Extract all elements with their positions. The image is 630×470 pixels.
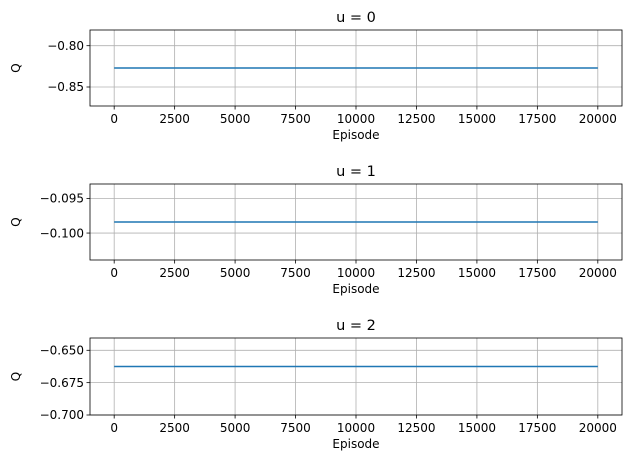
x-tick-label-5: 12500 — [397, 112, 435, 126]
y-tick-label-1: −0.675 — [40, 376, 84, 390]
y-tick-label-0: −0.85 — [47, 80, 84, 94]
x-axis-label: Episode — [332, 437, 379, 451]
x-tick-label-6: 15000 — [458, 421, 496, 435]
x-tick-label-6: 15000 — [458, 112, 496, 126]
x-tick-label-8: 20000 — [579, 266, 617, 280]
subplot-2: 0 2500 5000 7500 10000 12500 15000 17500 20000 −0… — [9, 318, 623, 451]
x-tick-label-4: 10000 — [337, 421, 375, 435]
subplot-1: 0 2500 5000 7500 10000 12500 15000 17500 20000 −0… — [9, 164, 623, 296]
x-tick-label-0: 0 — [110, 266, 118, 280]
x-tick-label-3: 7500 — [280, 421, 311, 435]
x-tick-label-1: 2500 — [159, 266, 190, 280]
x-tick-label-7: 17500 — [518, 421, 556, 435]
y-tick-label-2: −0.650 — [40, 343, 84, 357]
x-tick-label-0: 0 — [110, 112, 118, 126]
x-tick-label-4: 10000 — [337, 266, 375, 280]
x-tick-label-7: 17500 — [518, 112, 556, 126]
x-tick-label-1: 2500 — [159, 421, 190, 435]
x-tick-label-6: 15000 — [458, 266, 496, 280]
y-axis-label: Q — [9, 217, 23, 226]
x-axis-label: Episode — [332, 128, 379, 142]
x-tick-label-2: 5000 — [220, 112, 251, 126]
y-tick-label-1: −0.095 — [40, 192, 84, 206]
x-tick-label-5: 12500 — [397, 266, 435, 280]
y-tick-label-1: −0.80 — [47, 39, 84, 53]
subplot-title: u = 0 — [336, 10, 376, 26]
x-tick-label-8: 20000 — [579, 112, 617, 126]
x-tick-label-2: 5000 — [220, 421, 251, 435]
x-tick-label-8: 20000 — [579, 421, 617, 435]
subplot-title: u = 2 — [336, 318, 376, 334]
x-tick-label-3: 7500 — [280, 112, 311, 126]
x-tick-label-4: 10000 — [337, 112, 375, 126]
x-tick-label-7: 17500 — [518, 266, 556, 280]
x-axis-label: Episode — [332, 282, 379, 296]
subplot-title: u = 1 — [336, 164, 376, 180]
y-axis-label: Q — [9, 63, 23, 72]
x-tick-label-2: 5000 — [220, 266, 251, 280]
y-tick-label-0: −0.100 — [40, 226, 84, 240]
x-tick-label-5: 12500 — [397, 421, 435, 435]
x-tick-label-1: 2500 — [159, 112, 190, 126]
x-tick-label-3: 7500 — [280, 266, 311, 280]
y-tick-label-0: −0.700 — [40, 408, 84, 422]
x-tick-label-0: 0 — [110, 421, 118, 435]
y-axis-label: Q — [9, 372, 23, 381]
subplot-0: 0 2500 5000 7500 10000 12500 15000 17500 20000 −0… — [9, 10, 623, 142]
